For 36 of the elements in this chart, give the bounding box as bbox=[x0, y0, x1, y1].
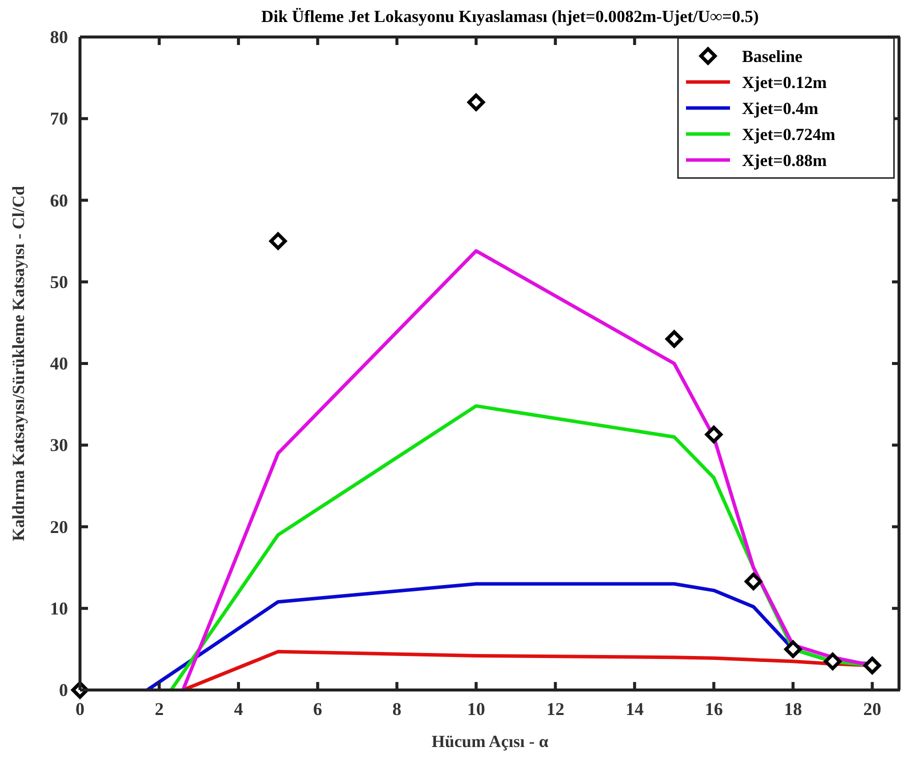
point bbox=[665, 330, 683, 348]
legend-label: Baseline bbox=[742, 47, 803, 66]
point bbox=[744, 572, 762, 590]
x-tick-label: 20 bbox=[863, 699, 882, 719]
y-tick-label: 0 bbox=[59, 680, 68, 700]
y-tick-label: 80 bbox=[50, 27, 68, 47]
point bbox=[784, 640, 802, 658]
y-tick-label: 40 bbox=[50, 354, 68, 374]
y-tick-label: 60 bbox=[50, 190, 68, 210]
x-tick-label: 10 bbox=[467, 699, 486, 719]
point bbox=[864, 656, 882, 674]
x-axis-title: Hücum Açısı - α bbox=[432, 732, 549, 751]
legend-label: Xjet=0.4m bbox=[742, 99, 818, 118]
x-tick-label: 18 bbox=[784, 699, 802, 719]
x-tick-label: 14 bbox=[626, 699, 644, 719]
y-tick-label: 20 bbox=[50, 516, 68, 537]
x-tick-label: 6 bbox=[313, 699, 322, 719]
point bbox=[824, 652, 842, 670]
point bbox=[705, 426, 723, 444]
point bbox=[269, 232, 287, 250]
x-tick-label: 8 bbox=[392, 699, 402, 719]
x-tick-label: 4 bbox=[234, 699, 243, 719]
x-tick-label: 16 bbox=[704, 699, 723, 719]
x-tick-label: 2 bbox=[154, 699, 164, 719]
x-tick-label: 0 bbox=[76, 699, 84, 719]
legend-label: Xjet=0.724m bbox=[742, 125, 836, 144]
y-tick-label: 30 bbox=[50, 435, 68, 456]
y-axis-title: Kaldırma Katsayısı/Sürükleme Katsayısı - Cl/Cd bbox=[9, 185, 28, 542]
y-tick-label: 50 bbox=[50, 272, 68, 292]
chart-title: Dik Üfleme Jet Lokasyonu Kıyaslaması (hjet=0.0082m-Ujet/U∞=0.5) bbox=[261, 7, 759, 26]
legend-label: Xjet=0.88m bbox=[742, 151, 827, 170]
x-tick-label: 12 bbox=[546, 699, 564, 719]
point bbox=[467, 94, 485, 112]
y-tick-label: 10 bbox=[50, 598, 68, 618]
legend-label: Xjet=0.12m bbox=[742, 73, 827, 92]
y-tick-label: 70 bbox=[50, 108, 68, 129]
